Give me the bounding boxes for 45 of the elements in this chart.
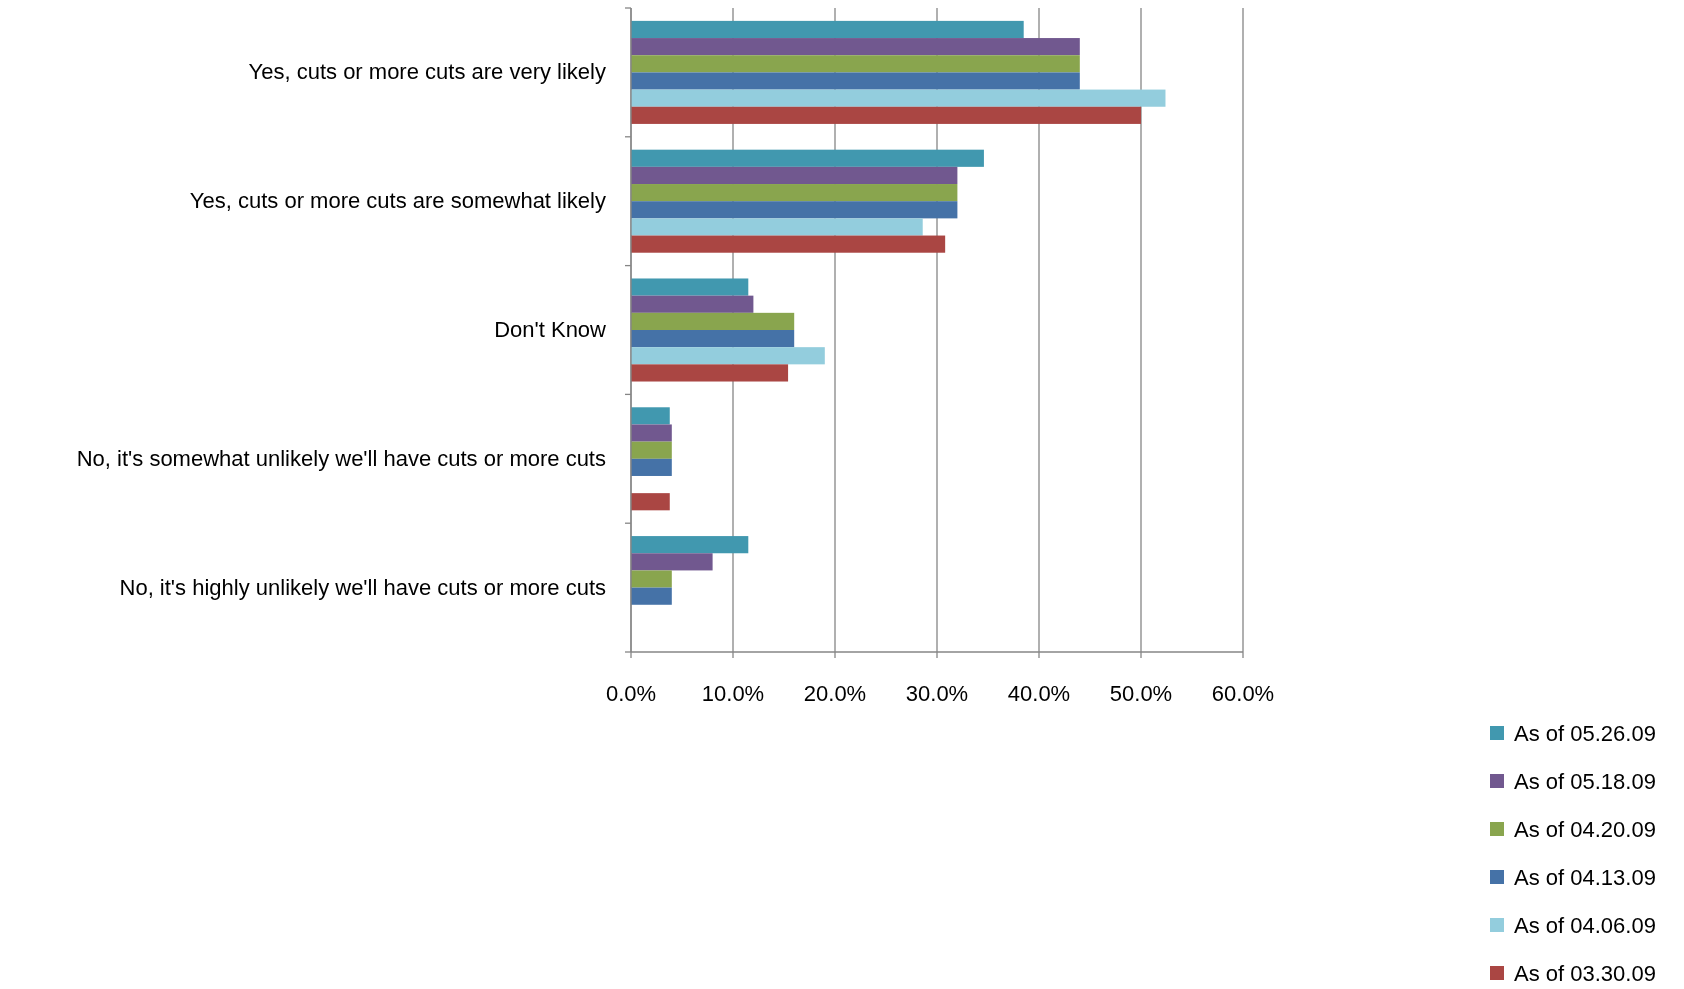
y-tick-label: No, it's somewhat unlikely we'll have cuts or more cuts bbox=[76, 445, 606, 471]
bar bbox=[631, 295, 754, 313]
bar bbox=[631, 218, 923, 236]
bar bbox=[631, 312, 795, 330]
bar bbox=[631, 184, 958, 202]
y-tick-label: Yes, cuts or more cuts are somewhat likely bbox=[189, 188, 606, 214]
y-tick-label: No, it's highly unlikely we'll have cuts or more cuts bbox=[119, 574, 606, 600]
x-tick-label: 50.0% bbox=[1109, 681, 1173, 706]
bar bbox=[631, 106, 1141, 124]
bar bbox=[631, 201, 958, 219]
x-tick-label: 60.0% bbox=[1211, 681, 1275, 706]
bar bbox=[631, 424, 672, 442]
x-tick-label: 0.0% bbox=[605, 681, 657, 706]
bar bbox=[631, 364, 789, 382]
bar bbox=[631, 587, 672, 605]
bar bbox=[631, 330, 795, 348]
bar bbox=[631, 553, 713, 571]
x-tick-label: 10.0% bbox=[701, 681, 765, 706]
bar bbox=[631, 72, 1080, 90]
bar bbox=[631, 278, 749, 296]
y-tick-label: Don't Know bbox=[494, 317, 607, 342]
legend-label: As of 05.26.09 bbox=[1514, 721, 1656, 746]
bar bbox=[631, 89, 1166, 107]
legend-label: As of 04.13.09 bbox=[1514, 865, 1656, 890]
bar bbox=[631, 570, 672, 588]
bar bbox=[631, 55, 1080, 73]
legend-label: As of 03.30.09 bbox=[1514, 961, 1656, 986]
legend-label: As of 04.06.09 bbox=[1514, 913, 1656, 938]
y-tick-label: Yes, cuts or more cuts are very likely bbox=[248, 59, 606, 85]
bar bbox=[631, 458, 672, 476]
bar bbox=[631, 493, 670, 511]
legend-label: As of 04.20.09 bbox=[1514, 817, 1656, 842]
bar bbox=[631, 235, 946, 253]
bar bbox=[631, 166, 958, 185]
x-tick-label: 40.0% bbox=[1007, 681, 1071, 706]
bar bbox=[631, 347, 825, 365]
x-tick-label: 30.0% bbox=[905, 681, 969, 706]
bar bbox=[631, 441, 672, 459]
bar bbox=[631, 407, 670, 425]
bar bbox=[631, 536, 749, 554]
x-tick-label: 20.0% bbox=[803, 681, 867, 706]
legend-label: As of 05.18.09 bbox=[1514, 769, 1656, 794]
bar bbox=[631, 149, 984, 167]
bar bbox=[631, 38, 1080, 56]
bar bbox=[631, 20, 1024, 39]
